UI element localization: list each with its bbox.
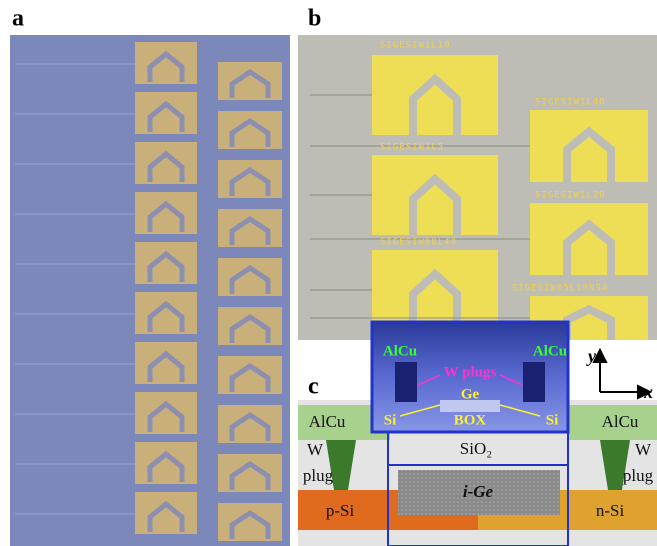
pad [372,55,498,135]
sem-feature [395,362,417,402]
schematic-label: n-Si [596,501,625,520]
schematic-label: SiO₂ [460,439,492,458]
inset-label: AlCu [383,343,417,359]
pad [218,62,282,100]
pad [372,155,498,235]
pad [135,142,197,184]
schematic-label: W [635,440,652,459]
chip-label: SIGESIW1L20 [535,191,606,201]
inset-label: Si [546,412,559,428]
schematic-label: plug [303,466,334,485]
pad [530,203,648,275]
pad [135,442,197,484]
pad [135,292,197,334]
panel-label: a [12,6,24,32]
inset-label: Ge [461,386,480,402]
pad [218,209,282,247]
pad [218,356,282,394]
pad [218,454,282,492]
axis-label: y [586,346,597,366]
pad [530,110,648,182]
panel-label: c [308,374,319,400]
pad [218,160,282,198]
axis-icon [594,350,650,398]
inset-label: BOX [454,412,487,428]
pad [218,258,282,296]
pad [135,242,197,284]
chip-label: SIGESIW1L10 [380,41,451,51]
axis-label: x [643,382,653,402]
pad [218,307,282,345]
chip-label: SIGESIW1L5 [380,143,444,153]
chip-label: SIGESIW1L40 [535,98,606,108]
pad [135,392,197,434]
inset-label: AlCu [533,343,567,359]
schematic-label: AlCu [602,412,639,431]
chip-label: SIGESIW05L10NSA [512,284,608,294]
inset-label: W plugs [444,364,497,380]
pad [135,42,197,84]
pad [135,342,197,384]
pad [135,192,197,234]
figure: a b c SIGESIW1L10 SIGESIW1L5 SIGESIW08L4… [0,0,657,546]
pad [218,111,282,149]
schematic-label: p-Si [326,501,355,520]
pad [218,405,282,443]
pad [218,503,282,541]
schematic-label: W [307,440,324,459]
pad [135,492,197,534]
inset-label: Si [384,412,397,428]
schematic-label: AlCu [309,412,346,431]
schematic-label: i-Ge [463,482,494,501]
chip-label: SIGESIW08L40 [380,238,457,248]
pad [135,92,197,134]
sem-feature [523,362,545,402]
panel-label: b [308,6,321,32]
schematic-label: plug [623,466,654,485]
